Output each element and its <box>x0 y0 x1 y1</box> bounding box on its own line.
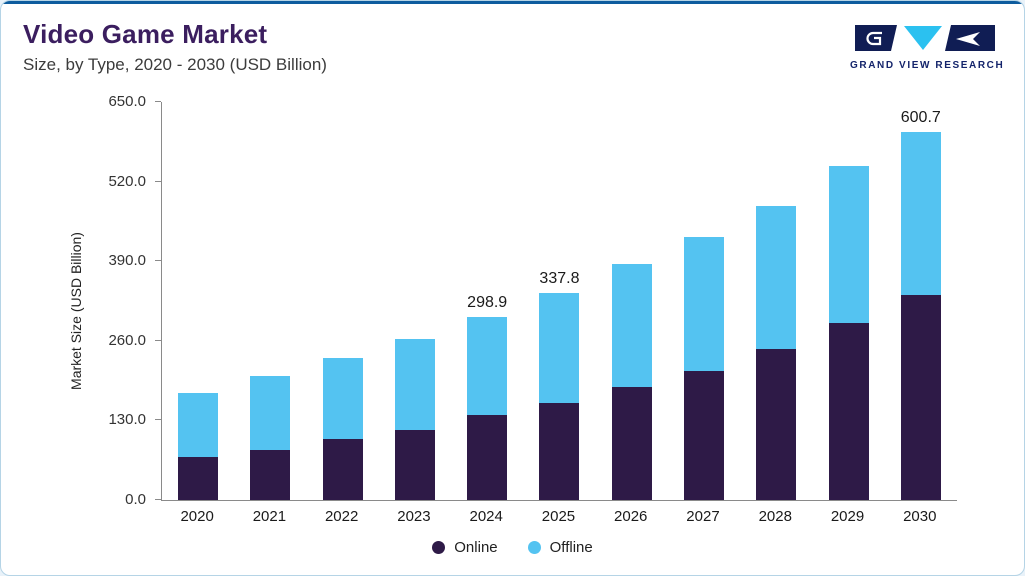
bar-segment-online <box>683 370 724 500</box>
y-tick-mark <box>155 419 161 421</box>
y-tick-label: 130.0 <box>108 411 146 429</box>
bar-group: 298.9 <box>467 102 507 500</box>
legend-item: Offline <box>527 539 593 556</box>
page-subtitle: Size, by Type, 2020 - 2030 (USD Billion) <box>23 55 327 74</box>
x-axis-labels: 2020 2021 2022 2023 2024 2025 2026 2027 2028 2029… <box>161 508 956 525</box>
y-tick-label: 650.0 <box>108 93 146 110</box>
bar-group <box>828 102 869 500</box>
page-title: Video Game Market <box>23 19 268 49</box>
bar-total-label: 298.9 <box>467 293 508 311</box>
y-tick-mark <box>155 101 161 102</box>
bar-segment-online <box>250 450 291 500</box>
x-tick-label: 2028 <box>758 508 792 525</box>
chart-area: Market Size (USD Billion) 298.9 337.8 600.… <box>1 87 1024 575</box>
x-tick-label: 2020 <box>180 508 214 525</box>
bar-segment-offline <box>178 392 219 458</box>
bar-segment-offline <box>611 264 652 388</box>
bar-segment-offline <box>250 376 291 451</box>
bars-container: 298.9 337.8 600.7 <box>162 102 957 500</box>
x-tick-label: 2021 <box>252 508 287 525</box>
bar-group <box>394 102 435 500</box>
bar-segment-online <box>828 323 869 500</box>
plot-area: 298.9 337.8 600.7 0.0 130.0 260.0 390.0 520.0 6… <box>108 93 957 508</box>
top-accent-bar <box>1 1 1024 4</box>
y-tick-label: 520.0 <box>108 172 146 190</box>
bar-segment-online <box>756 349 797 500</box>
bar-group <box>683 102 724 500</box>
x-tick-label: 2024 <box>469 508 503 525</box>
bar-group <box>611 102 652 500</box>
legend-item: Online <box>432 539 498 556</box>
bar-total-label: 600.7 <box>900 109 941 127</box>
bar-group: 337.8 <box>539 102 579 500</box>
bar-group <box>250 102 291 500</box>
y-tick-mark <box>155 260 161 262</box>
legend-swatch <box>527 541 541 554</box>
x-tick-label: 2027 <box>686 508 720 525</box>
brand-logo-text: GRAND VIEW RESEARCH <box>850 60 1005 71</box>
bar-group <box>178 102 219 500</box>
bar-group <box>756 102 797 500</box>
bar-total-label: 337.8 <box>539 270 580 288</box>
y-tick-mark <box>155 180 161 182</box>
y-tick-label: 260.0 <box>108 331 146 349</box>
brand-logo: GRAND VIEW RESEARCH <box>850 25 1005 71</box>
x-tick-label: 2026 <box>614 508 648 525</box>
x-tick-label: 2029 <box>830 508 865 525</box>
legend-swatch <box>432 541 446 554</box>
bar-segment-offline <box>539 293 580 404</box>
bar-segment-online <box>611 387 652 500</box>
x-tick-label: 2030 <box>903 508 937 525</box>
bar-segment-offline <box>828 166 869 324</box>
bar-segment-online <box>178 457 219 500</box>
bar-segment-offline <box>467 316 508 415</box>
y-tick-label: 0.0 <box>125 491 146 508</box>
bar-segment-online <box>394 429 435 500</box>
bar-segment-online <box>467 414 508 500</box>
x-tick-label: 2025 <box>541 508 576 525</box>
bar-segment-online <box>322 439 363 500</box>
bar-segment-offline <box>394 338 435 430</box>
bar-segment-offline <box>756 206 797 350</box>
legend-label: Offline <box>549 539 593 556</box>
bar-segment-offline <box>900 132 941 295</box>
legend: Online Offline <box>1 539 1024 556</box>
y-tick-mark <box>155 499 161 500</box>
bar-segment-online <box>900 294 941 500</box>
x-tick-label: 2022 <box>324 508 359 525</box>
legend-label: Online <box>454 539 498 556</box>
header: Video Game Market Size, by Type, 2020 - … <box>1 1 1024 75</box>
x-tick-label: 2023 <box>397 508 431 525</box>
brand-logo-icon <box>855 25 995 51</box>
bar-segment-offline <box>322 357 363 440</box>
y-tick-mark <box>155 339 161 341</box>
bar-segment-offline <box>683 236 724 371</box>
bar-group <box>322 102 363 500</box>
bar-segment-online <box>539 403 580 500</box>
y-tick-label: 390.0 <box>108 252 146 270</box>
bar-group: 600.7 <box>901 102 941 500</box>
